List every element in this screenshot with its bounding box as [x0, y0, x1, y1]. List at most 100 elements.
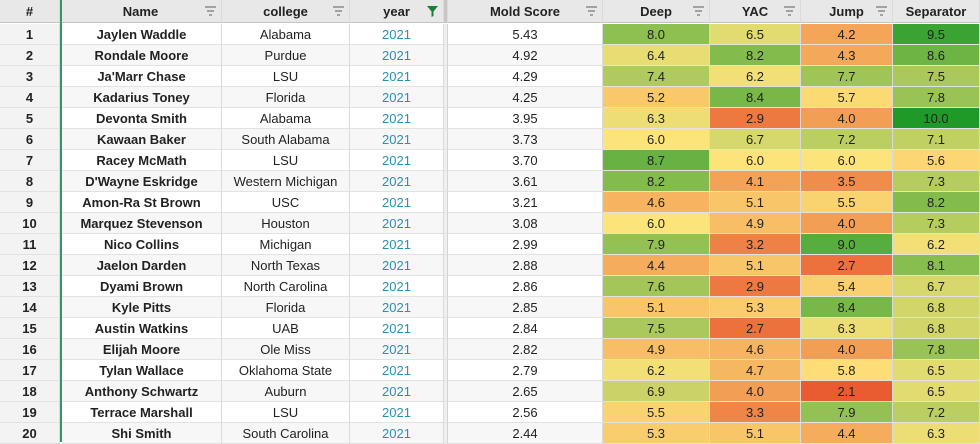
col-header-num[interactable]: # — [0, 0, 60, 23]
name-cell[interactable]: Amon-Ra St Brown — [62, 192, 222, 213]
frozen-column-divider[interactable] — [60, 0, 62, 442]
separator-cell[interactable]: 6.8 — [893, 318, 980, 339]
college-cell[interactable]: Florida — [222, 297, 350, 318]
separator-cell[interactable]: 8.2 — [893, 192, 980, 213]
yac-cell[interactable]: 8.4 — [710, 87, 801, 108]
yac-cell[interactable]: 4.7 — [710, 360, 801, 381]
separator-cell[interactable]: 6.5 — [893, 381, 980, 402]
yac-cell[interactable]: 6.0 — [710, 150, 801, 171]
mold-cell[interactable]: 2.65 — [448, 381, 603, 402]
year-cell[interactable]: 2021 — [350, 108, 444, 129]
mold-cell[interactable]: 2.86 — [448, 276, 603, 297]
jump-cell[interactable]: 2.1 — [801, 381, 893, 402]
deep-cell[interactable]: 5.2 — [603, 87, 710, 108]
yac-cell[interactable]: 5.1 — [710, 423, 801, 444]
mold-cell[interactable]: 2.44 — [448, 423, 603, 444]
year-cell[interactable]: 2021 — [350, 318, 444, 339]
separator-cell[interactable]: 6.2 — [893, 234, 980, 255]
separator-cell[interactable]: 9.5 — [893, 24, 980, 45]
college-cell[interactable]: Western Michigan — [222, 171, 350, 192]
num-cell[interactable]: 6 — [0, 129, 60, 150]
mold-cell[interactable]: 5.43 — [448, 24, 603, 45]
col-header-yac[interactable]: YAC — [710, 0, 801, 23]
num-cell[interactable]: 19 — [0, 402, 60, 423]
deep-cell[interactable]: 5.5 — [603, 402, 710, 423]
mold-cell[interactable]: 3.21 — [448, 192, 603, 213]
filter-icon[interactable] — [205, 6, 216, 17]
deep-cell[interactable]: 6.0 — [603, 213, 710, 234]
college-cell[interactable]: LSU — [222, 150, 350, 171]
separator-cell[interactable]: 7.8 — [893, 87, 980, 108]
num-cell[interactable]: 20 — [0, 423, 60, 444]
mold-cell[interactable]: 3.08 — [448, 213, 603, 234]
name-cell[interactable]: Kadarius Toney — [62, 87, 222, 108]
college-cell[interactable]: UAB — [222, 318, 350, 339]
num-cell[interactable]: 2 — [0, 45, 60, 66]
jump-cell[interactable]: 4.2 — [801, 24, 893, 45]
deep-cell[interactable]: 5.1 — [603, 297, 710, 318]
name-cell[interactable]: Dyami Brown — [62, 276, 222, 297]
mold-cell[interactable]: 2.82 — [448, 339, 603, 360]
college-cell[interactable]: Alabama — [222, 108, 350, 129]
col-header-separator[interactable]: Separator — [893, 0, 980, 23]
yac-cell[interactable]: 6.5 — [710, 24, 801, 45]
name-cell[interactable]: Tylan Wallace — [62, 360, 222, 381]
filter-active-icon[interactable] — [427, 6, 438, 17]
num-cell[interactable]: 14 — [0, 297, 60, 318]
name-cell[interactable]: Racey McMath — [62, 150, 222, 171]
mold-cell[interactable]: 2.56 — [448, 402, 603, 423]
separator-cell[interactable]: 10.0 — [893, 108, 980, 129]
num-cell[interactable]: 7 — [0, 150, 60, 171]
jump-cell[interactable]: 9.0 — [801, 234, 893, 255]
filter-icon[interactable] — [693, 6, 704, 17]
mold-cell[interactable]: 4.25 — [448, 87, 603, 108]
college-cell[interactable]: Ole Miss — [222, 339, 350, 360]
name-cell[interactable]: Shi Smith — [62, 423, 222, 444]
year-cell[interactable]: 2021 — [350, 381, 444, 402]
filter-icon[interactable] — [333, 6, 344, 17]
deep-cell[interactable]: 7.6 — [603, 276, 710, 297]
separator-cell[interactable]: 8.1 — [893, 255, 980, 276]
college-cell[interactable]: North Carolina — [222, 276, 350, 297]
mold-cell[interactable]: 2.85 — [448, 297, 603, 318]
name-cell[interactable]: Kawaan Baker — [62, 129, 222, 150]
deep-cell[interactable]: 4.4 — [603, 255, 710, 276]
yac-cell[interactable]: 6.7 — [710, 129, 801, 150]
separator-cell[interactable]: 5.6 — [893, 150, 980, 171]
col-header-jump[interactable]: Jump — [801, 0, 893, 23]
deep-cell[interactable]: 8.0 — [603, 24, 710, 45]
separator-cell[interactable]: 7.3 — [893, 213, 980, 234]
jump-cell[interactable]: 3.5 — [801, 171, 893, 192]
jump-cell[interactable]: 4.0 — [801, 339, 893, 360]
num-cell[interactable]: 4 — [0, 87, 60, 108]
jump-cell[interactable]: 5.4 — [801, 276, 893, 297]
separator-cell[interactable]: 7.1 — [893, 129, 980, 150]
yac-cell[interactable]: 4.6 — [710, 339, 801, 360]
yac-cell[interactable]: 2.9 — [710, 108, 801, 129]
num-cell[interactable]: 1 — [0, 24, 60, 45]
year-cell[interactable]: 2021 — [350, 87, 444, 108]
separator-cell[interactable]: 7.8 — [893, 339, 980, 360]
name-cell[interactable]: Jaylen Waddle — [62, 24, 222, 45]
college-cell[interactable]: LSU — [222, 402, 350, 423]
mold-cell[interactable]: 2.88 — [448, 255, 603, 276]
num-cell[interactable]: 8 — [0, 171, 60, 192]
num-cell[interactable]: 11 — [0, 234, 60, 255]
jump-cell[interactable]: 6.0 — [801, 150, 893, 171]
deep-cell[interactable]: 6.9 — [603, 381, 710, 402]
college-cell[interactable]: South Alabama — [222, 129, 350, 150]
num-cell[interactable]: 10 — [0, 213, 60, 234]
mold-cell[interactable]: 4.92 — [448, 45, 603, 66]
year-cell[interactable]: 2021 — [350, 66, 444, 87]
year-cell[interactable]: 2021 — [350, 423, 444, 444]
separator-cell[interactable]: 6.3 — [893, 423, 980, 444]
name-cell[interactable]: Rondale Moore — [62, 45, 222, 66]
jump-cell[interactable]: 7.2 — [801, 129, 893, 150]
deep-cell[interactable]: 6.3 — [603, 108, 710, 129]
filter-icon[interactable] — [876, 6, 887, 17]
num-cell[interactable]: 17 — [0, 360, 60, 381]
name-cell[interactable]: Kyle Pitts — [62, 297, 222, 318]
deep-cell[interactable]: 4.6 — [603, 192, 710, 213]
yac-cell[interactable]: 4.9 — [710, 213, 801, 234]
jump-cell[interactable]: 4.0 — [801, 213, 893, 234]
